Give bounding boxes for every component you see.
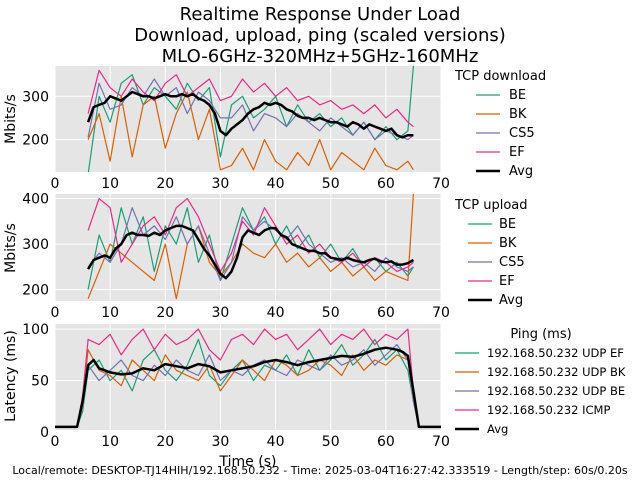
ping-xtick-label: 20 — [156, 434, 174, 450]
ping-series-192-168-50-232-udp-be — [55, 344, 441, 428]
upload-legend-label-be: BE — [499, 217, 516, 232]
upload-xtick-label: 30 — [212, 305, 230, 321]
download-series-bk — [87, 91, 414, 171]
download-xtick-label: 30 — [212, 176, 230, 192]
download-legend: BE BK CS5 EF Avg — [476, 88, 535, 179]
upload-series-avg — [87, 224, 415, 280]
ping-legend-label-192-168-50-232-udp-be: 192.168.50.232 UDP BE — [487, 384, 625, 398]
upload-tick-labels: 0 10 20 30 40 50 60 70 200 300 400 — [22, 192, 450, 321]
upload-legend-title: TCP upload — [454, 198, 528, 213]
upload-legend: BE BK CS5 EF Avg — [468, 217, 525, 308]
download-series-group — [86, 66, 414, 172]
upload-ylabel: Mbits/s — [3, 223, 19, 273]
download-legend-title: TCP download — [454, 69, 546, 84]
ping-series-avg — [55, 346, 441, 429]
download-ylabel: Mbits/s — [3, 94, 19, 144]
download-xtick-label: 40 — [267, 176, 285, 192]
ping-legend-label-192-168-50-232-icmp: 192.168.50.232 ICMP — [487, 403, 610, 417]
upload-xtick-label: 40 — [267, 305, 285, 321]
upload-legend-label-avg: Avg — [499, 293, 523, 308]
upload-xtick-label: 0 — [51, 305, 60, 321]
ping-xtick-label: 60 — [377, 434, 395, 450]
download-legend-label-avg: Avg — [509, 164, 533, 179]
chart-title-line-3: MLO-6GHz-320MHz+5GHz-160MHz — [162, 46, 479, 67]
upload-ytick-label: 200 — [22, 283, 49, 299]
ping-xtick-label: 0 — [51, 434, 60, 450]
chart-title-line-2: Download, upload, ping (scaled versions) — [134, 25, 506, 46]
ping-tick-labels: 0 10 20 30 40 50 60 70 0 50 100 — [22, 322, 450, 450]
download-ytick-label: 200 — [22, 133, 49, 149]
upload-series-group — [87, 194, 415, 300]
ping-legend-label-avg: Avg — [487, 422, 508, 436]
ping-legend: 192.168.50.232 UDP EF 192.168.50.232 UDP … — [455, 346, 626, 436]
chart-title-line-1: Realtime Response Under Load — [180, 4, 461, 25]
upload-legend-label-cs5: CS5 — [499, 255, 525, 270]
download-series-avg — [86, 90, 414, 139]
upload-xtick-label: 20 — [156, 305, 174, 321]
ping-xtick-label: 40 — [267, 434, 285, 450]
download-series-ef — [87, 69, 414, 128]
upload-ytick-label: 400 — [22, 192, 49, 208]
ping-grid — [54, 324, 442, 433]
download-legend-label-bk: BK — [509, 107, 527, 122]
upload-xtick-label: 50 — [322, 305, 340, 321]
x-axis-label: Time (s) — [219, 454, 277, 470]
ping-xtick-label: 50 — [322, 434, 340, 450]
download-legend-label-ef: EF — [509, 145, 525, 160]
upload-xtick-label: 10 — [101, 305, 119, 321]
download-tick-labels: 0 10 20 30 40 50 60 70 200 300 — [22, 89, 450, 192]
upload-legend-label-bk: BK — [499, 236, 517, 251]
footer-text: Local/remote: DESKTOP-TJ14HIH/192.168.50… — [12, 464, 628, 477]
ping-series-192-168-50-232-icmp — [55, 328, 441, 428]
ping-ytick-label: 0 — [40, 425, 49, 441]
download-xtick-label: 50 — [322, 176, 340, 192]
ping-ylabel: Latency (ms) — [3, 330, 19, 422]
ping-legend-title: Ping (ms) — [510, 327, 571, 342]
download-ytick-label: 300 — [22, 89, 49, 105]
download-xtick-label: 10 — [101, 176, 119, 192]
upload-grid — [54, 194, 442, 301]
ping-legend-label-192-168-50-232-udp-bk: 192.168.50.232 UDP BK — [487, 365, 626, 379]
ping-legend-label-192-168-50-232-udp-ef: 192.168.50.232 UDP EF — [487, 346, 624, 360]
ping-xtick-label: 70 — [432, 434, 450, 450]
ping-series-group — [55, 328, 441, 429]
download-legend-label-cs5: CS5 — [509, 126, 535, 141]
download-xtick-label: 70 — [432, 176, 450, 192]
upload-xtick-label: 70 — [432, 305, 450, 321]
ping-xtick-label: 10 — [101, 434, 119, 450]
upload-legend-label-ef: EF — [499, 274, 515, 289]
download-xtick-label: 0 — [51, 176, 60, 192]
download-legend-label-be: BE — [509, 88, 526, 103]
upload-ytick-label: 300 — [22, 237, 49, 253]
download-xtick-label: 60 — [377, 176, 395, 192]
upload-xtick-label: 60 — [377, 305, 395, 321]
ping-ytick-label: 100 — [22, 322, 49, 338]
download-xtick-label: 20 — [156, 176, 174, 192]
upload-series-ef — [87, 198, 414, 272]
ping-series-192-168-50-232-udp-bk — [55, 349, 441, 428]
ping-xtick-label: 30 — [212, 434, 230, 450]
ping-ytick-label: 50 — [31, 374, 49, 390]
